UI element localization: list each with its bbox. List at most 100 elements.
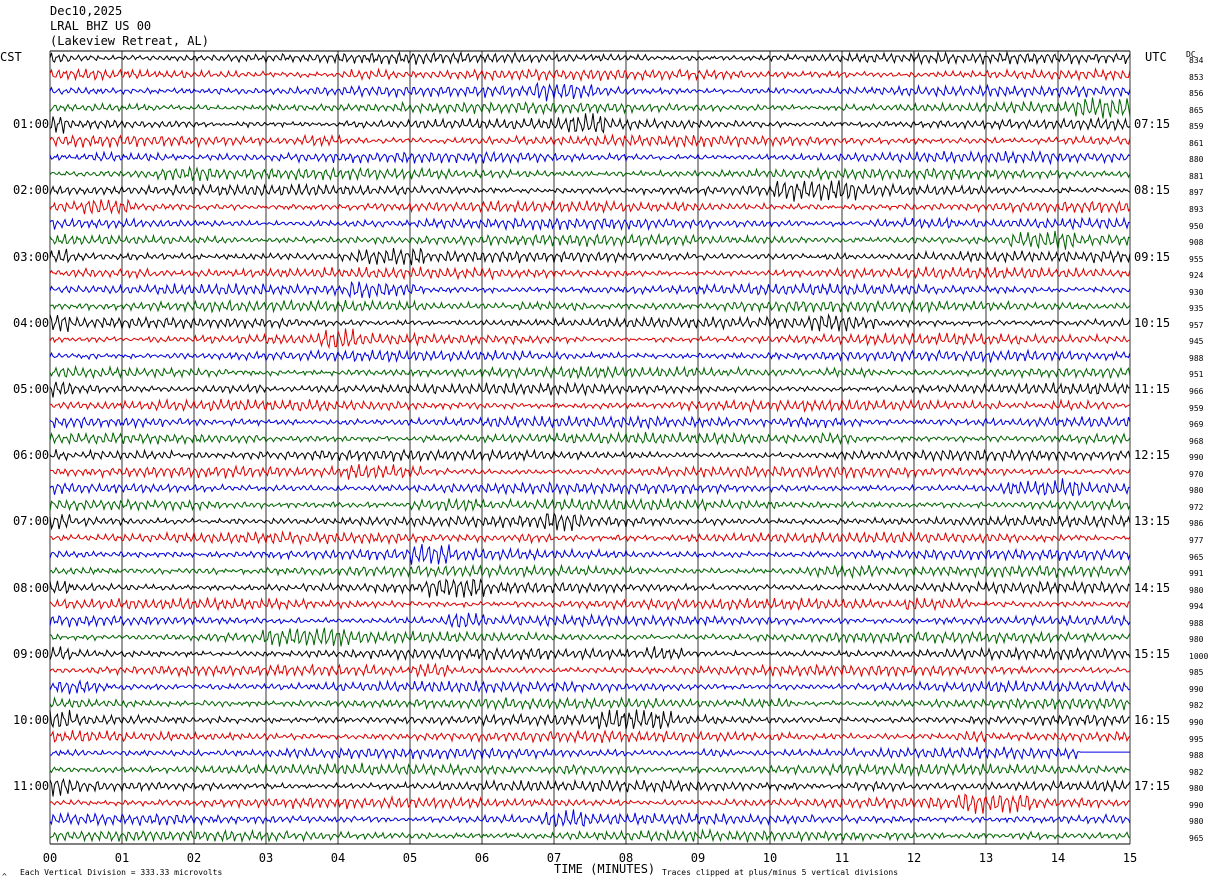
left-hour-label: 06:00	[13, 448, 50, 463]
seismic-trace-row	[49, 596, 1131, 612]
dc-offset-value: 965	[1189, 833, 1204, 843]
dc-offset-value: 897	[1189, 188, 1204, 198]
left-hour-label: 08:00	[13, 580, 50, 595]
dc-offset-value: 968	[1189, 436, 1204, 446]
seismic-trace-row	[49, 313, 1131, 333]
dc-offset-value: 861	[1189, 138, 1204, 148]
seismic-trace-row	[49, 511, 1131, 532]
seismic-trace-row	[49, 364, 1131, 380]
dc-offset-value: 957	[1189, 320, 1204, 330]
seismic-trace-row	[49, 247, 1131, 266]
x-tick-label: 09	[690, 851, 706, 865]
dc-offset-value: 880	[1189, 155, 1204, 165]
seismic-trace-row	[49, 646, 1131, 662]
x-axis-title: TIME (MINUTES)	[554, 862, 656, 876]
dc-offset-value: 859	[1189, 122, 1204, 132]
seismic-trace-row	[49, 165, 1131, 182]
seismic-trace-row	[49, 266, 1131, 281]
seismic-trace-row	[49, 414, 1131, 430]
dc-offset-value: 980	[1189, 486, 1204, 496]
right-hour-label: 11:15	[1134, 382, 1171, 396]
dc-offset-value: 959	[1189, 403, 1204, 413]
dc-offset-value: 893	[1189, 204, 1204, 214]
right-hour-label: 13:15	[1134, 514, 1171, 529]
x-tick-label: 06	[474, 851, 490, 865]
seismic-trace-row	[49, 543, 1131, 565]
seismic-trace-row	[49, 578, 1131, 598]
x-tick-label: 15	[1122, 851, 1138, 865]
station-channel: LRAL BHZ US 00	[50, 19, 152, 33]
x-tick-label: 08	[618, 851, 634, 865]
station-location: (Lakeview Retreat, AL)	[50, 34, 209, 48]
right-timezone-label: UTC	[1145, 50, 1167, 64]
seismic-trace-row	[49, 793, 1131, 814]
right-hour-label: 16:15	[1134, 713, 1171, 727]
right-hour-label: 15:15	[1134, 646, 1171, 661]
dc-offset-value: 988	[1189, 618, 1204, 628]
left-hour-label: 01:00	[13, 117, 50, 132]
seismic-trace-row	[49, 216, 1131, 232]
dc-offset-value: 970	[1189, 469, 1204, 479]
seismic-trace-row	[49, 381, 1131, 398]
header-date: Dec10,2025	[50, 4, 123, 18]
dc-offset-value: 980	[1189, 784, 1204, 794]
dc-offset-value: 969	[1189, 420, 1204, 430]
seismic-trace-row	[49, 348, 1131, 364]
dc-offset-value: 990	[1189, 453, 1204, 463]
seismic-trace-row	[49, 729, 1131, 744]
seismic-trace-row	[49, 198, 1131, 215]
dc-offset-value: 908	[1189, 238, 1204, 248]
seismic-trace-row	[49, 809, 1131, 828]
x-tick-label: 10	[762, 851, 778, 865]
dc-offset-value: 985	[1189, 668, 1204, 678]
right-hour-label: 10:15	[1134, 315, 1171, 330]
left-hour-label: 09:00	[13, 646, 50, 661]
left-timezone-label: CST	[0, 50, 22, 64]
x-tick-label: 14	[1050, 851, 1066, 865]
x-tick-label: 07	[546, 851, 562, 865]
right-hour-label: 17:15	[1134, 779, 1171, 794]
dc-offset-value: 881	[1189, 171, 1204, 181]
dc-offset-value: 988	[1189, 751, 1204, 761]
seismic-trace-row	[49, 328, 1131, 350]
x-tick-label: 13	[978, 851, 994, 865]
seismic-trace-row	[49, 777, 1131, 797]
dc-offset-value: 982	[1189, 701, 1204, 711]
x-tick-label: 01	[114, 851, 130, 865]
clip-note: Traces clipped at plus/minus 5 vertical …	[662, 868, 899, 877]
left-hour-label: 04:00	[13, 315, 50, 330]
x-tick-label: 04	[330, 851, 346, 865]
dc-offset-value: 935	[1189, 304, 1204, 314]
seismic-trace-row	[49, 827, 1131, 844]
seismic-trace-row	[49, 81, 1131, 102]
scale-note: Each Vertical Division = 333.33 microvol…	[20, 868, 223, 877]
dc-offset-value: 834	[1189, 56, 1204, 65]
dc-offset-value: 982	[1189, 767, 1204, 777]
dc-offset-value: 955	[1189, 254, 1204, 264]
seismic-trace-row	[49, 149, 1131, 166]
dc-offset-value: 980	[1189, 635, 1204, 645]
seismic-trace-row	[49, 180, 1131, 202]
seismic-trace-row	[49, 280, 1131, 299]
dc-offset-header: DC	[1186, 50, 1196, 59]
seismic-trace-row	[49, 397, 1131, 414]
x-tick-label: 05	[402, 851, 418, 865]
dc-offset-value: 930	[1189, 287, 1204, 297]
left-hour-label: 07:00	[13, 514, 50, 529]
dc-offset-value: 853	[1189, 72, 1204, 82]
dc-offset-value: 986	[1189, 519, 1204, 529]
dc-offset-value: 980	[1189, 585, 1204, 595]
seismic-trace-row	[49, 696, 1131, 711]
x-tick-label: 12	[906, 851, 922, 865]
right-hour-label: 14:15	[1134, 580, 1171, 595]
seismic-trace-row	[49, 448, 1131, 463]
x-tick-label: 11	[834, 851, 850, 865]
dc-offset-value: 990	[1189, 718, 1204, 727]
dc-offset-value: 856	[1189, 89, 1204, 99]
dc-offset-value: 945	[1189, 337, 1204, 347]
seismic-trace-row	[49, 230, 1131, 250]
seismic-trace-row	[49, 662, 1131, 679]
seismic-trace-row	[49, 530, 1131, 546]
seismic-trace-row	[49, 97, 1131, 119]
